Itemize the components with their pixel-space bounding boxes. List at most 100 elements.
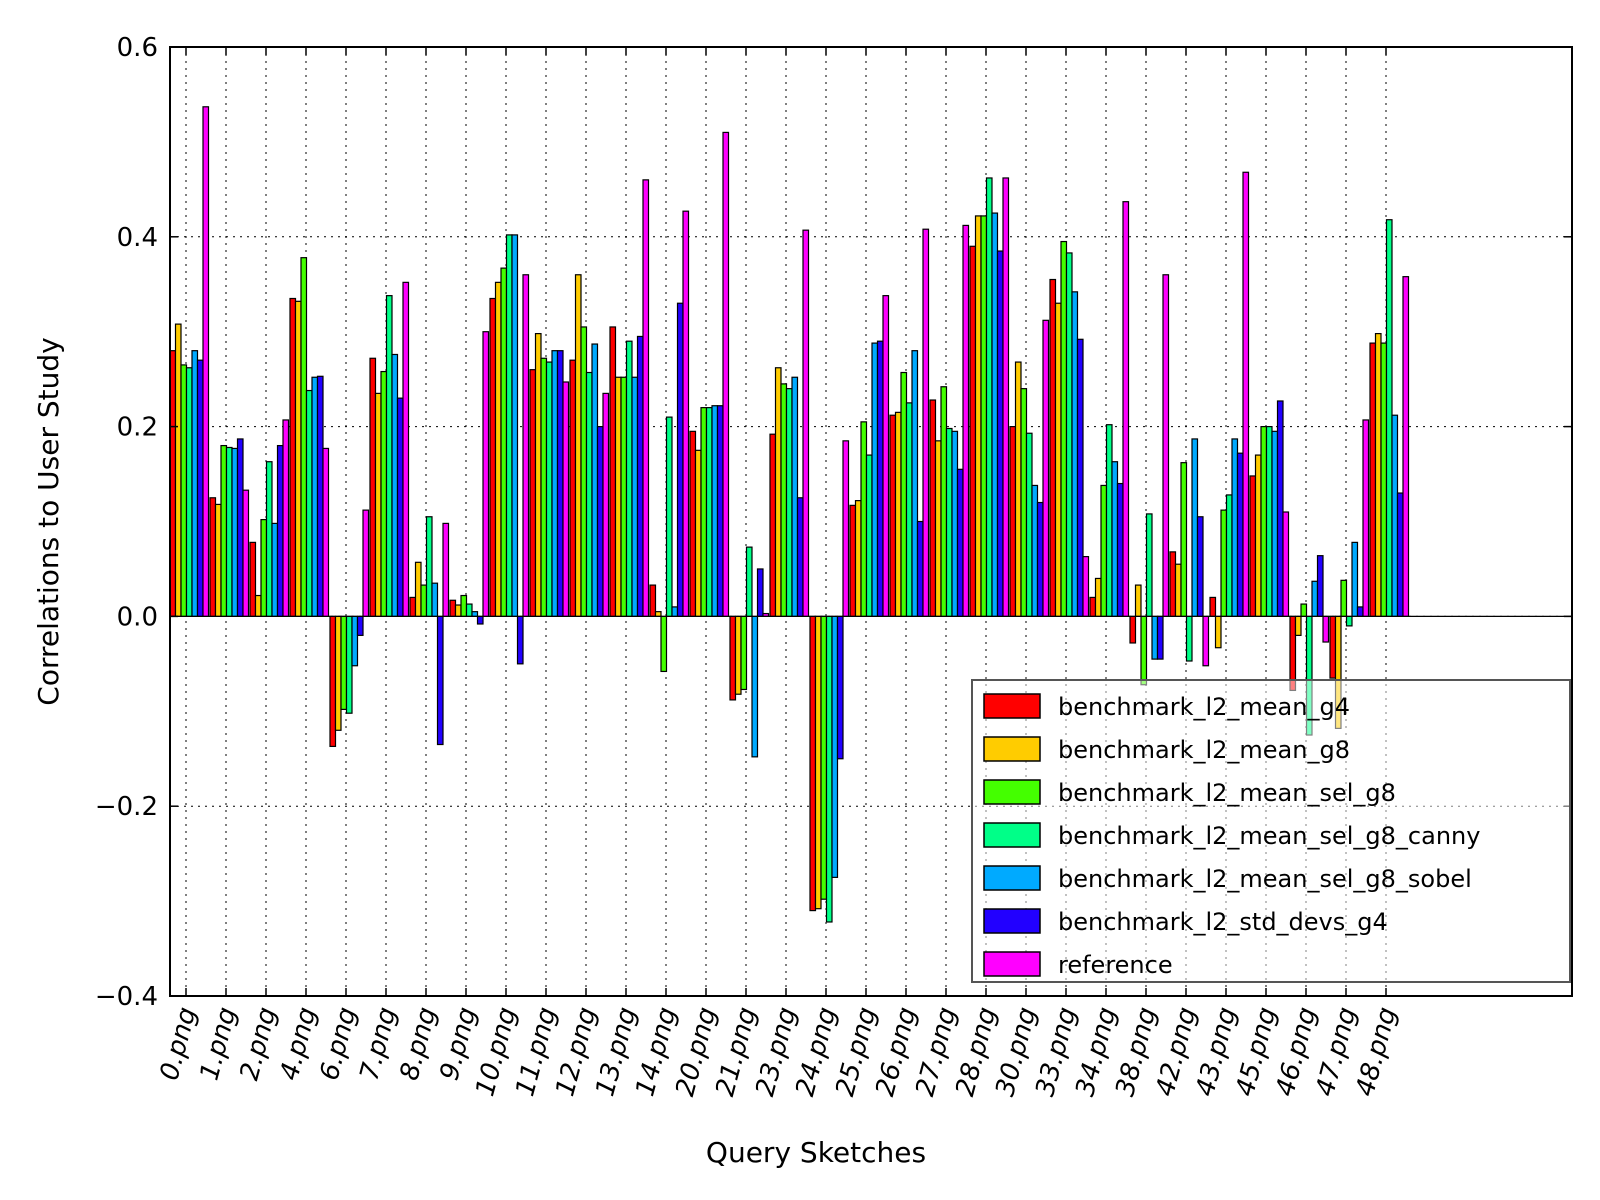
bar <box>236 438 244 618</box>
y-axis-label: Correlations to User Study <box>32 337 65 705</box>
y-tick-label: 0.2 <box>117 413 158 443</box>
bar <box>436 615 444 746</box>
bar <box>322 447 330 618</box>
bar <box>1089 596 1097 617</box>
bar <box>511 234 519 617</box>
bar <box>951 430 959 617</box>
legend-swatch <box>983 779 1041 805</box>
bar <box>505 234 513 617</box>
bar <box>209 497 217 617</box>
bar <box>785 388 793 618</box>
bar <box>929 399 937 618</box>
bar <box>254 594 262 617</box>
bar <box>1025 432 1033 618</box>
bar <box>596 426 604 618</box>
bar <box>985 177 993 617</box>
bar <box>1196 516 1204 618</box>
bar <box>791 376 799 618</box>
bar <box>716 405 724 617</box>
bar <box>1100 484 1108 617</box>
bar <box>276 444 284 617</box>
bar <box>334 615 342 731</box>
bar <box>1396 492 1404 618</box>
bar <box>225 446 233 617</box>
bar <box>842 440 850 617</box>
bar <box>962 224 970 618</box>
bar <box>289 297 297 617</box>
bar <box>836 615 844 760</box>
bar <box>1254 454 1262 618</box>
bar <box>374 392 382 618</box>
bar <box>1076 338 1084 617</box>
bar <box>396 397 404 618</box>
bar <box>185 367 193 617</box>
bar <box>996 250 1004 617</box>
bar <box>329 615 337 748</box>
bar <box>1209 596 1217 617</box>
bar <box>345 615 353 714</box>
legend-label: benchmark_l2_mean_g4 <box>1058 693 1350 721</box>
bar <box>1174 563 1182 618</box>
bar <box>1402 276 1410 617</box>
legend-swatch <box>983 822 1041 848</box>
bar <box>522 274 530 618</box>
bar <box>751 615 759 758</box>
bar <box>871 342 879 618</box>
bar <box>1031 484 1039 617</box>
bar <box>1140 615 1148 686</box>
bar <box>1362 419 1370 617</box>
bar <box>1265 426 1273 618</box>
bar <box>585 371 593 617</box>
bar <box>1340 579 1348 618</box>
bar <box>1271 430 1279 617</box>
bar <box>1249 475 1257 617</box>
bar <box>545 361 553 617</box>
bar <box>911 350 919 617</box>
bar <box>449 599 457 618</box>
bar <box>356 615 364 636</box>
bar <box>729 615 737 701</box>
bar <box>265 461 273 618</box>
legend: benchmark_l2_mean_g4 benchmark_l2_mean_g8… <box>971 679 1571 983</box>
bar <box>1014 361 1022 617</box>
bar <box>409 596 417 617</box>
bar <box>969 245 977 617</box>
bar <box>722 131 730 617</box>
bar <box>300 257 308 617</box>
bar <box>882 295 890 617</box>
bar <box>231 447 239 618</box>
bar <box>705 407 713 617</box>
bar <box>860 421 868 618</box>
bar <box>1220 509 1228 618</box>
bar <box>1225 494 1233 618</box>
bar <box>894 411 902 617</box>
bar <box>1054 302 1062 618</box>
bar <box>362 509 370 618</box>
legend-label: benchmark_l2_mean_sel_g8 <box>1058 779 1396 807</box>
bar <box>1322 615 1330 643</box>
bar <box>974 215 982 617</box>
bar <box>900 371 908 617</box>
bar <box>831 615 839 878</box>
bar <box>414 561 422 618</box>
bar <box>1009 426 1017 618</box>
bar <box>454 604 462 618</box>
y-tick-label: −0.2 <box>95 792 158 822</box>
bar <box>460 594 468 617</box>
legend-label: benchmark_l2_mean_sel_g8_canny <box>1058 822 1480 850</box>
bar <box>654 611 662 618</box>
bar <box>1356 606 1364 617</box>
y-tick-label: 0.4 <box>117 223 158 253</box>
bar <box>1282 511 1290 618</box>
bar <box>340 615 348 711</box>
bar <box>500 267 508 617</box>
bar <box>609 326 617 617</box>
bar <box>1191 438 1199 618</box>
bar <box>1316 555 1324 618</box>
bar <box>516 615 524 665</box>
bar <box>796 497 804 617</box>
bar <box>476 615 484 625</box>
bar <box>711 405 719 617</box>
bar <box>1094 577 1102 618</box>
